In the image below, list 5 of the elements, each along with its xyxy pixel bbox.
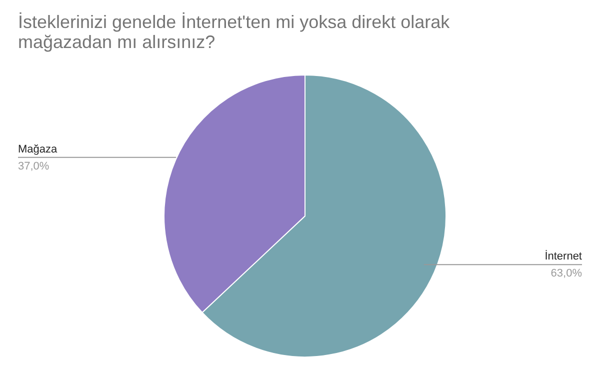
slice-label: Mağaza xyxy=(18,143,58,156)
slice-label: İnternet xyxy=(544,250,582,263)
data-label: 63,0% xyxy=(550,268,582,280)
chart-title: İsteklerinizi genelde İnternet'ten mi yoksa direkt olarak mağazadan mı alırsınız? xyxy=(18,12,451,52)
data-label: 37,0% xyxy=(18,160,50,172)
